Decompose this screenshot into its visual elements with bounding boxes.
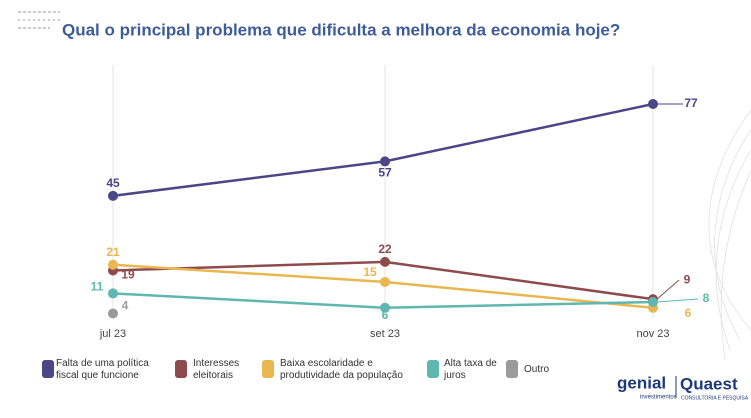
legend-label: Outro: [524, 364, 550, 375]
data-point: [380, 276, 390, 287]
data-point: [108, 288, 118, 299]
x-tick-label: set 23: [370, 328, 400, 340]
data-point: [380, 156, 390, 167]
x-tick-label: jul 23: [99, 328, 126, 340]
data-label: 19: [121, 268, 135, 282]
series-line: [112, 102, 654, 198]
leader-line: [656, 298, 699, 303]
data-label: 57: [378, 166, 392, 180]
data-label: 15: [363, 265, 377, 279]
legend-label: Alta taxa de juros: [444, 358, 497, 381]
legend-label: Falta de uma política fiscal que funcion…: [56, 358, 149, 381]
legend-swatch: [427, 360, 439, 378]
data-label: 8: [703, 291, 710, 305]
data-point: [380, 302, 390, 313]
data-label: 4: [122, 299, 129, 313]
data-label: 9: [684, 272, 691, 286]
x-tick-label: nov 23: [636, 328, 669, 340]
data-label: 22: [378, 242, 392, 256]
legend-swatch: [262, 360, 274, 378]
decor-waves: [708, 109, 751, 361]
brand-genial-sub: investimentos: [640, 395, 677, 401]
data-label: 77: [684, 96, 698, 110]
data-point: [648, 297, 658, 308]
legend-label: Baixa escolaridade e produtividade da po…: [280, 358, 403, 381]
legend-swatch: [175, 360, 187, 378]
legend-swatch: [42, 360, 54, 378]
legend-swatch: [506, 360, 518, 378]
brand-genial: genial: [617, 373, 666, 392]
data-label: 6: [685, 306, 692, 320]
brand-quaest-sub: CONSULTORIA E PESQUISA: [681, 395, 749, 401]
legend-label: Interesses eleitorais: [193, 358, 240, 381]
leader-line: [656, 279, 680, 300]
brand-quaest: Quaest: [680, 374, 738, 393]
data-point: [108, 190, 118, 201]
corner-logo: [18, 11, 60, 29]
data-point: [108, 308, 118, 319]
data-point: [380, 256, 390, 267]
data-label: 45: [106, 176, 120, 190]
data-label: 11: [91, 280, 104, 294]
data-point: [648, 99, 658, 109]
data-label: 6: [382, 308, 389, 322]
data-label: 21: [106, 245, 120, 259]
chart-title: Qual o principal problema que dificulta …: [62, 20, 620, 39]
data-point: [108, 259, 118, 270]
